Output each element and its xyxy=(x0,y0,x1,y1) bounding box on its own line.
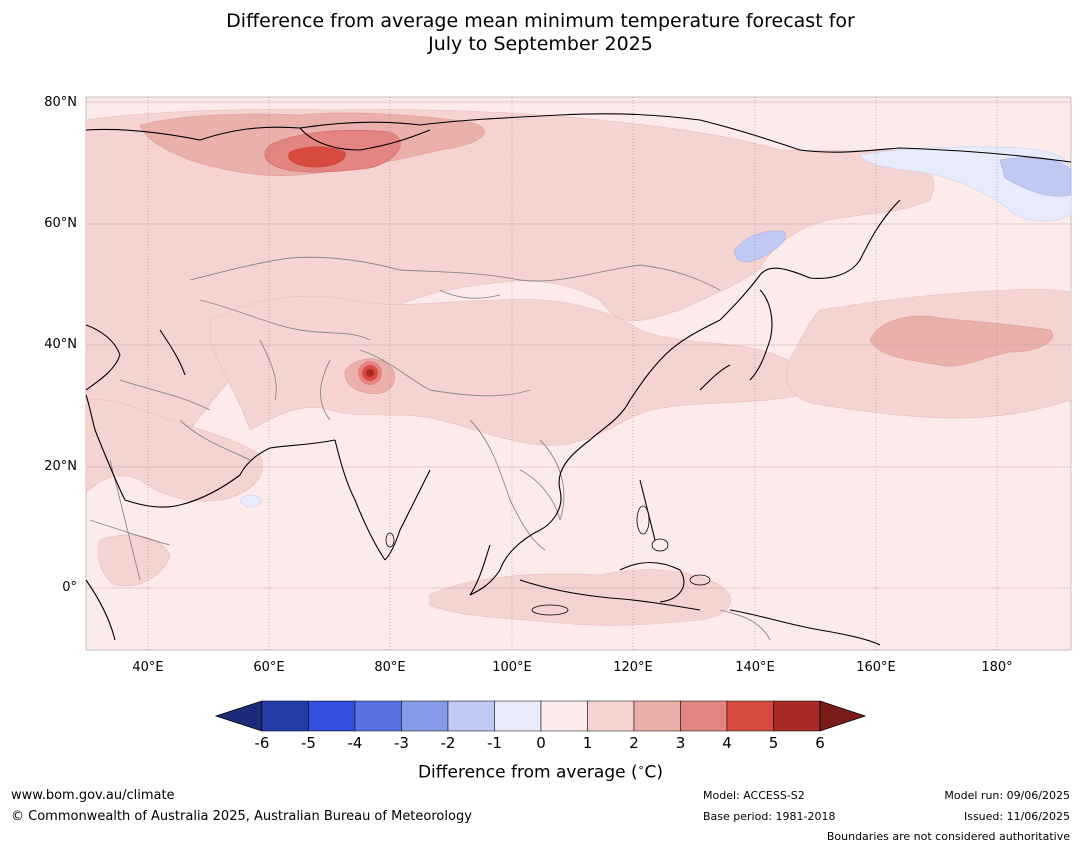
colorbar-extend-high xyxy=(819,700,867,732)
latitude-lines xyxy=(86,101,1071,589)
colorbar-tick-label: -2 xyxy=(440,734,456,752)
islands xyxy=(385,505,711,616)
colorbar-swatch xyxy=(680,700,728,732)
lon-label-180: 180° xyxy=(981,660,1013,675)
anomaly-region-4-5-russia xyxy=(288,146,346,168)
colorbar-tick-label: 2 xyxy=(629,734,639,752)
lat-label-20n: 20°N xyxy=(44,459,77,474)
footer-boundaries-note: Boundaries are not considered authoritat… xyxy=(826,830,1070,843)
footer-model: Model: ACCESS-S2 xyxy=(703,789,805,802)
colorbar-tick-label: 1 xyxy=(582,734,593,752)
lon-label-40e: 40°E xyxy=(132,660,164,675)
lat-label-60n: 60°N xyxy=(44,216,77,231)
footer-url[interactable]: www.bom.gov.au/climate xyxy=(11,788,175,803)
lon-label-140e: 140°E xyxy=(735,660,775,675)
country-boundaries xyxy=(89,256,771,641)
colorbar-swatch xyxy=(540,700,588,732)
colorbar-swatch xyxy=(773,700,821,732)
colorbar-title: Difference from average (∘C) xyxy=(0,761,1081,783)
colorbar-unit: C) xyxy=(644,762,664,783)
anomaly-region-1-2-indonesia xyxy=(429,569,731,626)
coastlines xyxy=(85,113,1072,646)
colorbar-swatch xyxy=(261,700,309,732)
anomaly-region-neg-2-1-east xyxy=(999,157,1072,197)
lon-label-60e: 60°E xyxy=(253,660,285,675)
degree-mark: ∘ xyxy=(637,761,645,774)
colorbar-tick-label: -1 xyxy=(487,734,502,752)
colorbar-tick-label: 6 xyxy=(815,734,825,752)
footer-base-period: Base period: 1981-2018 xyxy=(703,810,836,823)
colorbar-tick-label: 3 xyxy=(675,734,686,752)
lat-label-40n: 40°N xyxy=(44,337,77,352)
colorbar-label: Difference from average ( xyxy=(417,762,638,783)
footer-copyright: © Commonwealth of Australia 2025, Austra… xyxy=(11,809,472,824)
forecast-map xyxy=(85,96,1072,651)
anomaly-region-1-2-arabia xyxy=(85,398,263,502)
anomaly-region-neg-1-0-okhotsk xyxy=(734,230,787,263)
colorbar-swatch xyxy=(354,700,402,732)
colorbar-tick-label: 5 xyxy=(768,734,779,752)
colorbar-tick-label: -4 xyxy=(347,734,363,752)
colorbar-tick-label: -5 xyxy=(301,734,316,752)
colorbar-tick-label: 0 xyxy=(536,734,546,752)
map-title: Difference from average mean minimum tem… xyxy=(0,10,1081,56)
lat-label-0: 0° xyxy=(62,580,77,595)
footer-issued: Issued: 11/06/2025 xyxy=(963,810,1070,823)
colorbar-swatch xyxy=(401,700,449,732)
colorbar-swatch xyxy=(494,700,542,732)
lat-label-80n: 80°N xyxy=(44,95,77,110)
footer-model-run: Model run: 09/06/2025 xyxy=(944,789,1070,802)
title-line-2: July to September 2025 xyxy=(428,33,653,55)
lon-label-80e: 80°E xyxy=(374,660,406,675)
colorbar-swatch xyxy=(447,700,495,732)
colorbar-tick-label: -6 xyxy=(254,734,270,752)
lon-label-100e: 100°E xyxy=(492,660,532,675)
title-line-1: Difference from average mean minimum tem… xyxy=(226,10,855,32)
colorbar-tick-label: -3 xyxy=(394,734,409,752)
lon-label-120e: 120°E xyxy=(613,660,653,675)
colorbar-extend-low xyxy=(214,700,263,732)
anomaly-region-1-2-central xyxy=(209,295,809,446)
anomaly-hotspot-tibet-inner xyxy=(366,369,374,377)
anomaly-region-2-3-pacific xyxy=(869,315,1053,367)
colorbar-swatch xyxy=(633,700,681,732)
colorbar-swatch xyxy=(726,700,774,732)
colorbar-tick-label: 4 xyxy=(722,734,732,752)
colorbar-swatch xyxy=(587,700,635,732)
anomaly-region-neg-1-0-arabian-sea xyxy=(240,494,262,508)
lon-label-160e: 160°E xyxy=(856,660,896,675)
colorbar-swatch xyxy=(308,700,356,732)
